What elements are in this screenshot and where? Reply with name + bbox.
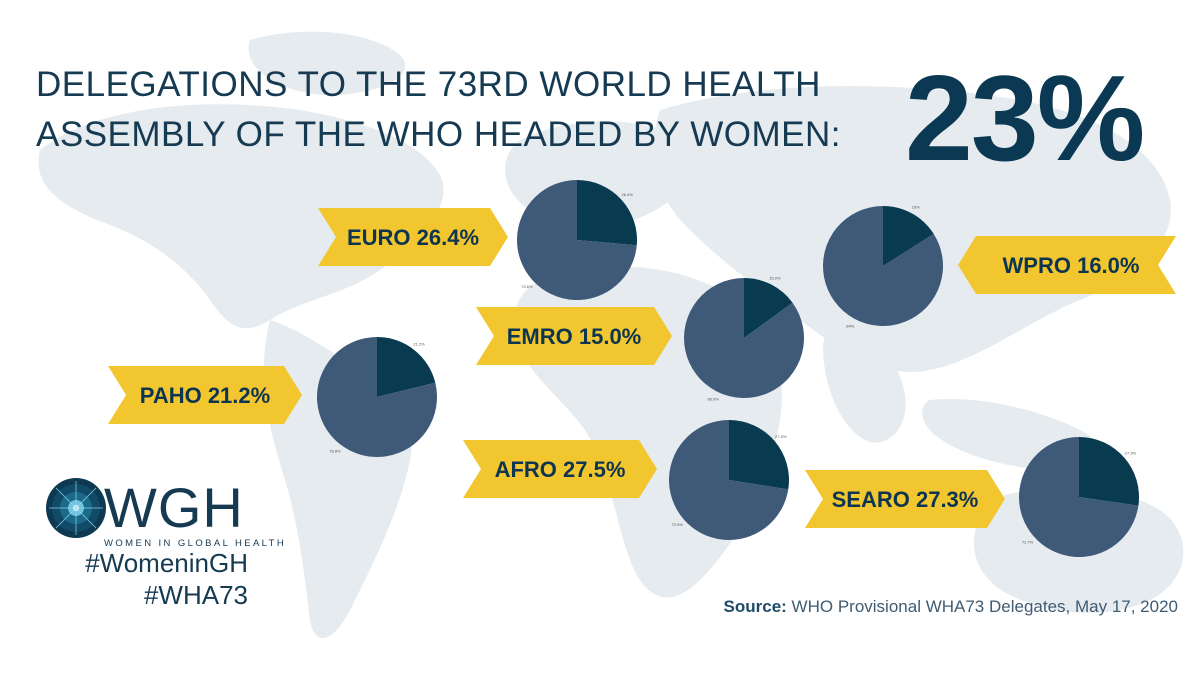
pie-slice-euro-men — [517, 180, 637, 300]
pie-slice-afro-women — [729, 420, 789, 490]
banner-label-afro: AFRO 27.5% — [495, 457, 626, 482]
pie-label-paho-0: 21.2% — [413, 342, 425, 347]
pie-afro: 27.5% 72.5% — [669, 420, 789, 540]
banner-emro — [476, 307, 672, 365]
pie-label-emro-1: 85.0% — [707, 397, 719, 402]
pie-slice-afro-men — [669, 420, 789, 540]
wgh-globe-logo — [46, 478, 106, 538]
pie-emro: 15.0% 85.0% — [684, 275, 804, 402]
wgh-logo-text: WGH — [104, 476, 244, 539]
banner-searo — [805, 470, 1005, 528]
banner-label-emro: EMRO 15.0% — [507, 324, 642, 349]
pie-wpro: 16% 84% — [823, 204, 943, 329]
source-note: Source: WHO Provisional WHA73 Delegates,… — [724, 597, 1178, 617]
banner-label-euro: EURO 26.4% — [347, 225, 479, 250]
pie-euro: 26.4% 73.6% — [517, 180, 637, 300]
pie-slice-searo-men — [1019, 437, 1139, 557]
region-pie-charts: 26.4% 73.6% 16% 84% 15.0% 85.0% 21.2% 78.8% 27.5… — [317, 180, 1139, 557]
pie-slice-emro-men — [684, 278, 804, 398]
pie-label-euro-0: 26.4% — [621, 192, 633, 197]
banner-label-paho: PAHO 21.2% — [140, 383, 270, 408]
region-banners: EURO 26.4% WPRO 16.0% EMRO 15.0% PAHO 21.2%… — [108, 208, 1176, 528]
wgh-logo-subtitle: WOMEN IN GLOBAL HEALTH — [104, 538, 287, 549]
hashtag-womeningh[interactable]: #WomeninGH — [85, 548, 248, 578]
page-title: DELEGATIONS TO THE 73RD WORLD HEALTH ASS… — [36, 60, 916, 160]
banner-afro — [463, 440, 657, 498]
banner-wpro — [958, 236, 1176, 294]
pie-label-searo-1: 72.7% — [1022, 539, 1034, 544]
pie-searo: 27.3% 72.7% — [1019, 436, 1139, 557]
pie-label-afro-0: 27.5% — [775, 434, 787, 439]
pie-slice-wpro-women — [883, 206, 934, 266]
pie-label-wpro-0: 16% — [912, 204, 920, 209]
pie-label-wpro-1: 84% — [846, 324, 854, 329]
title-line-2: ASSEMBLY OF THE WHO HEADED BY WOMEN: — [36, 115, 841, 154]
pie-slice-emro-women — [744, 278, 793, 338]
source-text: WHO Provisional WHA73 Delegates, May 17,… — [791, 597, 1178, 616]
banner-euro — [318, 208, 508, 266]
title-line-1: DELEGATIONS TO THE 73RD WORLD HEALTH — [36, 65, 821, 104]
banner-label-wpro: WPRO 16.0% — [1003, 253, 1140, 278]
banner-paho — [108, 366, 302, 424]
source-label: Source: — [723, 597, 787, 616]
pie-label-afro-1: 72.5% — [672, 522, 684, 527]
banner-label-searo: SEARO 27.3% — [832, 487, 979, 512]
pie-paho: 21.2% 78.8% — [317, 337, 438, 458]
pie-label-emro-0: 15.0% — [769, 275, 781, 280]
pie-slice-wpro-men — [823, 206, 943, 326]
pie-slice-paho-men — [317, 337, 438, 458]
hashtag-wha73[interactable]: #WHA73 — [143, 580, 248, 610]
pie-label-euro-1: 73.6% — [521, 284, 533, 289]
pie-slice-paho-women — [377, 337, 436, 397]
pie-slice-searo-women — [1079, 436, 1139, 506]
pie-label-searo-0: 27.3% — [1125, 451, 1137, 456]
pie-slice-euro-women — [577, 180, 637, 246]
pie-label-paho-1: 78.8% — [329, 448, 341, 453]
overall-percent: 23% — [905, 50, 1145, 186]
